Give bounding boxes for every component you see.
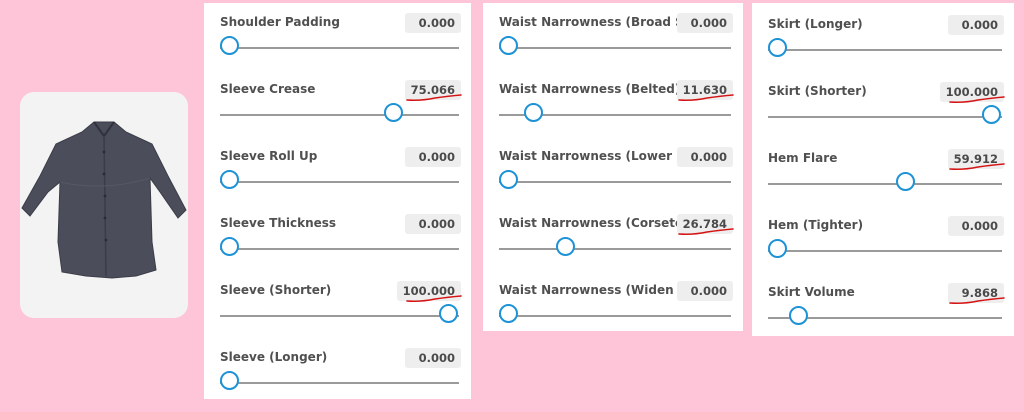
slider-label: Skirt Volume [768, 285, 855, 299]
slider-label: Hem Flare [768, 151, 838, 165]
slider-row-hem-tighter: Hem (Tighter) 0.000 [752, 214, 1014, 280]
slider-value-field[interactable]: 0.000 [948, 216, 1004, 236]
slider-label: Sleeve (Shorter) [220, 283, 332, 297]
slider-label: Waist Narrowness (Widen Sag) [499, 283, 709, 297]
slider-track[interactable] [220, 315, 459, 317]
slider-value-field[interactable]: 0.000 [677, 147, 733, 167]
slider-label: Waist Narrowness (Belted) [499, 82, 681, 96]
slider-label: Sleeve Thickness [220, 216, 337, 230]
slider-track[interactable] [768, 250, 1002, 252]
slider-row-sleeve-thickness: Sleeve Thickness 0.000 [204, 212, 471, 278]
slider-handle[interactable] [896, 172, 916, 191]
slider-handle[interactable] [220, 371, 239, 390]
slider-track[interactable] [499, 315, 731, 317]
red-underline-annotation [406, 94, 462, 102]
shirt-image [21, 121, 187, 279]
item-preview [20, 92, 188, 318]
slider-handle[interactable] [768, 239, 787, 258]
slider-track[interactable] [768, 183, 1002, 185]
slider-value-field[interactable]: 11.630 [676, 80, 733, 100]
slider-row-skirt-shorter: Skirt (Shorter) 100.000 [752, 80, 1014, 146]
slider-row-waist-narrowness-corseted: Waist Narrowness (Corseted) 26.784 [483, 212, 743, 278]
slider-handle[interactable] [499, 304, 518, 323]
slider-handle[interactable] [789, 306, 809, 325]
slider-value-field[interactable]: 100.000 [939, 82, 1004, 102]
slider-row-sleeve-longer: Sleeve (Longer) 0.000 [204, 346, 471, 412]
slider-track[interactable] [220, 382, 459, 384]
slider-label: Waist Narrowness (Lower Back) [499, 149, 715, 163]
slider-label: Waist Narrowness (Broad Sash) [499, 15, 714, 29]
slider-row-waist-narrowness-broad-sash: Waist Narrowness (Broad Sash) 0.000 [483, 11, 743, 77]
slider-handle[interactable] [768, 38, 787, 57]
slider-label: Waist Narrowness (Corseted) [499, 216, 698, 230]
red-underline-annotation [678, 94, 734, 102]
slider-value-field[interactable]: 0.000 [405, 147, 461, 167]
slider-label: Sleeve Crease [220, 82, 316, 96]
slider-track[interactable] [220, 181, 459, 183]
slider-value-field[interactable]: 75.066 [404, 80, 461, 100]
slider-handle[interactable] [384, 103, 404, 122]
sleeve-settings-panel: Shoulder Padding 0.000 Sleeve Crease 75.066… [204, 3, 471, 399]
slider-label: Skirt (Longer) [768, 17, 863, 31]
slider-value-field[interactable]: 26.784 [676, 214, 733, 234]
slider-handle[interactable] [220, 170, 239, 189]
slider-label: Shoulder Padding [220, 15, 340, 29]
slider-value-field[interactable]: 0.000 [405, 13, 461, 33]
slider-handle[interactable] [499, 170, 518, 189]
slider-handle[interactable] [220, 237, 239, 256]
slider-track[interactable] [499, 114, 731, 116]
waist-settings-panel: Waist Narrowness (Broad Sash) 0.000 Waist … [483, 3, 743, 331]
red-underline-annotation [678, 228, 734, 236]
red-underline-annotation [949, 96, 1005, 104]
slider-track[interactable] [768, 49, 1002, 51]
slider-row-hem-flare: Hem Flare 59.912 [752, 147, 1014, 213]
slider-label: Sleeve (Longer) [220, 350, 328, 364]
slider-handle[interactable] [982, 105, 1001, 124]
slider-value-field[interactable]: 0.000 [677, 13, 733, 33]
red-underline-annotation [949, 163, 1005, 171]
slider-track[interactable] [768, 317, 1002, 319]
slider-track[interactable] [220, 248, 459, 250]
slider-value-field[interactable]: 0.000 [405, 214, 461, 234]
slider-label: Sleeve Roll Up [220, 149, 318, 163]
slider-value-field[interactable]: 0.000 [948, 15, 1004, 35]
slider-label: Hem (Tighter) [768, 218, 864, 232]
slider-row-sleeve-shorter: Sleeve (Shorter) 100.000 [204, 279, 471, 345]
slider-row-sleeve-crease: Sleeve Crease 75.066 [204, 78, 471, 144]
slider-value-field[interactable]: 0.000 [405, 348, 461, 368]
slider-handle[interactable] [220, 36, 239, 55]
slider-handle[interactable] [439, 304, 458, 323]
slider-row-sleeve-roll-up: Sleeve Roll Up 0.000 [204, 145, 471, 211]
slider-row-waist-narrowness-widen-sag: Waist Narrowness (Widen Sag) 0.000 [483, 279, 743, 345]
slider-track[interactable] [499, 181, 731, 183]
slider-row-skirt-volume: Skirt Volume 9.868 [752, 281, 1014, 347]
slider-label: Skirt (Shorter) [768, 84, 867, 98]
slider-track[interactable] [220, 47, 459, 49]
red-underline-annotation [406, 295, 462, 303]
skirt-settings-panel: Skirt (Longer) 0.000 Skirt (Shorter) 100.00… [752, 3, 1014, 336]
slider-track[interactable] [768, 116, 1002, 118]
slider-handle[interactable] [555, 237, 575, 256]
slider-row-shoulder-padding: Shoulder Padding 0.000 [204, 11, 471, 77]
slider-handle[interactable] [523, 103, 543, 122]
slider-row-waist-narrowness-belted: Waist Narrowness (Belted) 11.630 [483, 78, 743, 144]
slider-row-skirt-longer: Skirt (Longer) 0.000 [752, 13, 1014, 79]
slider-track[interactable] [499, 248, 731, 250]
red-underline-annotation [949, 297, 1005, 305]
slider-value-field[interactable]: 0.000 [677, 281, 733, 301]
slider-value-field[interactable]: 100.000 [396, 281, 461, 301]
slider-track[interactable] [220, 114, 459, 116]
slider-value-field[interactable]: 9.868 [948, 283, 1004, 303]
slider-row-waist-narrowness-lower-back: Waist Narrowness (Lower Back) 0.000 [483, 145, 743, 211]
slider-track[interactable] [499, 47, 731, 49]
slider-value-field[interactable]: 59.912 [947, 149, 1004, 169]
slider-handle[interactable] [499, 36, 518, 55]
